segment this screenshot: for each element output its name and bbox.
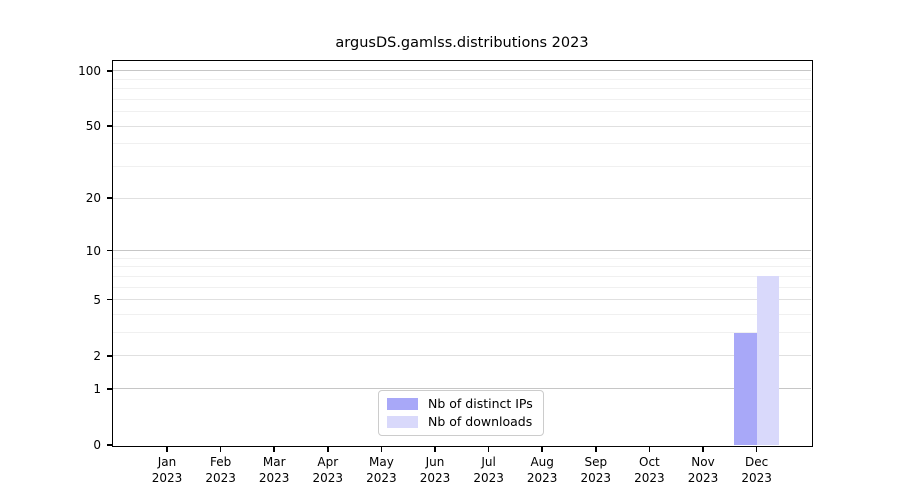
x-tick-label: Dec 2023 <box>741 455 772 485</box>
legend-item: Nb of distinct IPs <box>387 396 533 411</box>
legend-swatch <box>387 415 418 428</box>
x-tick-mark <box>434 446 436 452</box>
x-tick-mark <box>648 446 651 452</box>
y-tick-label: 0 <box>93 438 101 452</box>
y-tick-mark <box>106 388 112 390</box>
y-tick-mark <box>106 70 112 72</box>
gridline-minor <box>113 166 811 168</box>
gridline-minor <box>113 78 811 80</box>
y-tick-mark <box>106 298 112 301</box>
y-tick-label: 2 <box>93 348 101 363</box>
x-tick-mark <box>755 446 758 452</box>
gridline-major <box>113 125 811 127</box>
x-tick-label: Mar 2023 <box>258 455 290 485</box>
bar-downloads <box>756 276 780 445</box>
x-tick-label: Aug 2023 <box>526 455 558 485</box>
x-tick-mark <box>380 446 383 452</box>
x-tick-label: Jul 2023 <box>473 455 504 485</box>
gridline-minor <box>113 98 811 100</box>
x-tick-label: Feb 2023 <box>205 455 236 485</box>
gridline-major <box>113 197 811 199</box>
x-tick-mark <box>541 446 543 452</box>
x-tick-mark <box>166 446 168 452</box>
legend-swatch <box>387 397 418 410</box>
legend-label: Nb of downloads <box>428 414 533 429</box>
legend-item: Nb of downloads <box>387 414 533 429</box>
gridline-minor <box>113 257 811 259</box>
x-tick-mark <box>487 446 490 452</box>
gridline-minor <box>113 143 811 145</box>
y-tick-label: 20 <box>85 191 101 206</box>
x-tick-label: Nov 2023 <box>687 455 719 485</box>
gridline-major <box>113 355 811 357</box>
chart-title: argusDS.gamlss.distributions 2023 <box>335 35 589 51</box>
x-tick-label: Apr 2023 <box>312 455 344 485</box>
x-tick-label: Oct 2023 <box>634 455 665 485</box>
x-tick-mark <box>273 446 275 452</box>
gridline-minor <box>113 111 811 113</box>
gridline-minor <box>113 88 811 90</box>
gridline-major <box>113 388 811 390</box>
y-tick-label: 50 <box>85 119 101 134</box>
gridline-major <box>113 70 811 72</box>
y-tick-label: 1 <box>93 381 101 396</box>
x-tick-mark <box>219 446 222 452</box>
legend: Nb of distinct IPs Nb of downloads <box>378 390 544 436</box>
gridline-minor <box>113 314 811 315</box>
bar-distinct-ips <box>734 332 757 445</box>
gridline-minor <box>113 286 811 288</box>
x-tick-mark <box>595 446 597 452</box>
x-tick-label: Sep 2023 <box>580 455 612 485</box>
legend-label: Nb of distinct IPs <box>428 396 533 411</box>
y-tick-mark <box>106 197 112 199</box>
x-tick-mark <box>327 446 329 452</box>
y-tick-label: 10 <box>85 243 101 258</box>
x-tick-label: Jan 2023 <box>151 455 183 485</box>
gridline-major <box>113 299 811 301</box>
gridline-minor <box>113 332 811 334</box>
y-tick-mark <box>106 355 112 357</box>
y-tick-label: 5 <box>93 292 101 307</box>
y-tick-mark <box>106 249 112 252</box>
x-tick-label: Jun 2023 <box>419 455 451 485</box>
x-tick-label: May 2023 <box>366 455 397 485</box>
gridline-major <box>113 250 811 252</box>
y-tick-label: 100 <box>78 63 101 78</box>
gridline-minor <box>113 266 811 268</box>
y-tick-mark <box>106 444 112 446</box>
x-tick-mark <box>702 446 704 452</box>
gridline-minor <box>113 275 811 277</box>
y-tick-mark <box>106 125 112 127</box>
